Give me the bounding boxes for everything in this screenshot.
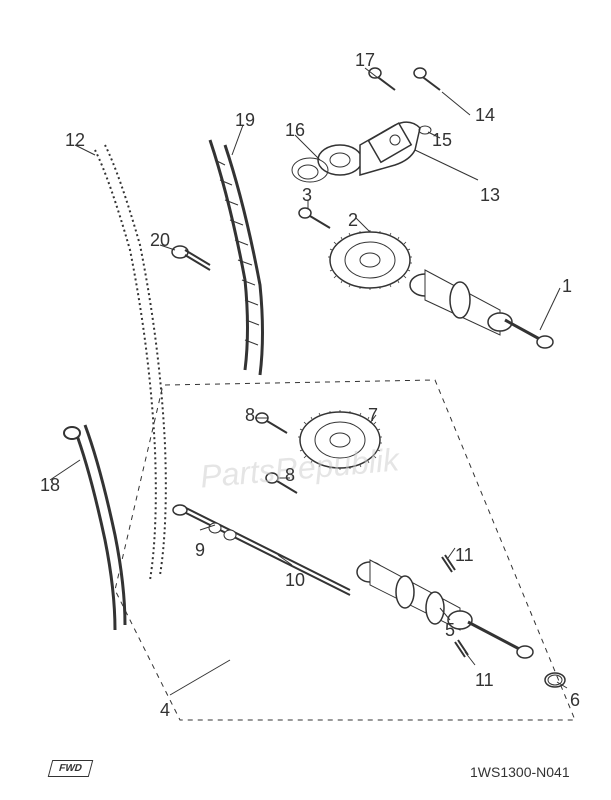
callout-9: 9 (195, 540, 205, 561)
callout-4: 4 (160, 700, 170, 721)
callout-10: 10 (285, 570, 305, 591)
callout-8: 8 (245, 405, 255, 426)
callout-17: 17 (355, 50, 375, 71)
callout-13: 13 (480, 185, 500, 206)
callout-19: 19 (235, 110, 255, 131)
callout-14: 14 (475, 105, 495, 126)
callout-20: 20 (150, 230, 170, 251)
callout-12: 12 (65, 130, 85, 151)
diagram-part-number: 1WS1300-N041 (470, 764, 570, 780)
callout-15: 15 (432, 130, 452, 151)
callout-6: 6 (570, 690, 580, 711)
diagram-illustration (0, 0, 611, 800)
callout-5: 5 (445, 620, 455, 641)
callout-11: 11 (455, 545, 474, 566)
callout-8: 8 (285, 465, 295, 486)
callout-2: 2 (348, 210, 358, 231)
callout-16: 16 (285, 120, 305, 141)
callout-18: 18 (40, 475, 60, 496)
callout-11: 11 (475, 670, 494, 691)
fwd-direction-badge: FWD (48, 760, 93, 777)
callout-7: 7 (368, 405, 378, 426)
callout-1: 1 (562, 276, 572, 297)
callout-3: 3 (302, 185, 312, 206)
parts-diagram: PartsRepublik FWD 1WS1300-N041 123456788… (0, 0, 611, 800)
